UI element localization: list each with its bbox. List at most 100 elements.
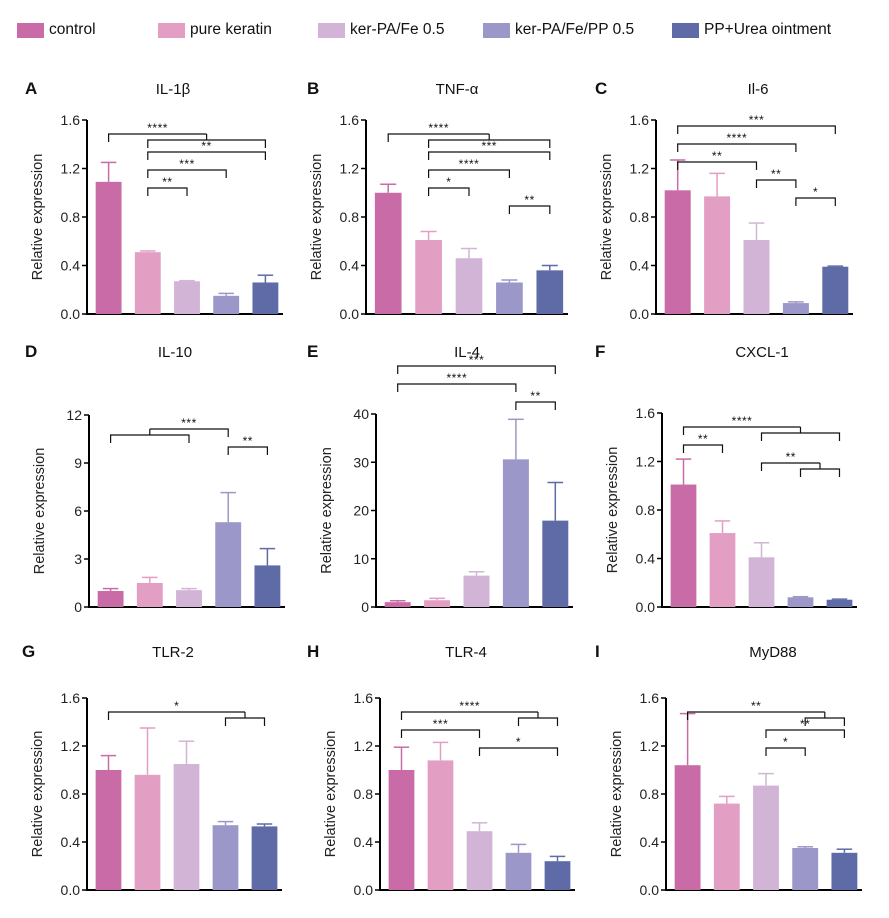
significance-label: *** (433, 717, 449, 731)
y-tick-label: 6 (74, 503, 82, 519)
y-tick-label: 1.2 (354, 738, 374, 754)
bar-ker-pa-fe-pp-0-5 (792, 848, 819, 890)
y-axis-label: Relative expression (32, 448, 48, 575)
significance-bracket (397, 365, 556, 374)
significance-subbracket (799, 463, 841, 477)
significance-bracket (428, 187, 470, 196)
y-tick-label: 0.8 (630, 209, 650, 225)
panel-g: G TLR-2 Relative expression 0.0 0.4 0.8 1.2 1.6… (22, 642, 282, 898)
significance-label: ** (201, 139, 211, 153)
significance-label: ** (771, 167, 781, 181)
bar-control (95, 181, 122, 314)
significance-subbracket (147, 134, 266, 148)
significance-bracket (515, 401, 556, 410)
legend-label: ker-PA/Fe/PP 0.5 (515, 21, 635, 38)
panel-h: H TLR-4 Relative expression 0.0 0.4 0.8 1.2 1.6… (307, 642, 575, 898)
legend-swatch (17, 22, 44, 38)
significance-bracket (108, 133, 207, 142)
significance-bracket (147, 187, 188, 196)
y-tick-label: 1.2 (61, 161, 81, 177)
significance-bracket (765, 729, 845, 738)
y-tick-label: 1.6 (61, 112, 81, 128)
significance-bracket (677, 143, 797, 152)
legend-label: control (49, 21, 96, 38)
significance-label: * (446, 175, 451, 189)
legend-swatch (672, 22, 699, 38)
bar-pure-keratin (427, 760, 454, 890)
y-tick-label: 0.8 (340, 209, 360, 225)
bar-control (374, 192, 402, 314)
bar-pp-urea-ointment (252, 282, 279, 314)
significance-subbracket (224, 712, 266, 726)
bar-ker-pa-fe-0-5 (466, 831, 493, 890)
y-axis-label: Relative expression (309, 154, 325, 281)
y-tick-label: 0.4 (640, 834, 660, 850)
panel-label: I (595, 642, 600, 661)
significance-label: ** (800, 717, 810, 731)
y-tick-label: 3 (74, 551, 82, 567)
bar-pp-urea-ointment (544, 861, 571, 890)
significance-subbracket (517, 712, 559, 726)
significance-label: ** (712, 149, 722, 163)
bar-control (670, 484, 697, 607)
bar-ker-pa-fe-0-5 (173, 764, 200, 890)
y-tick-label: 0.4 (354, 834, 374, 850)
y-tick-label: 0.0 (354, 882, 374, 898)
bar-pure-keratin (709, 533, 736, 607)
bar-pp-urea-ointment (831, 852, 858, 890)
significance-subbracket (110, 429, 190, 443)
y-axis-label: Relative expression (30, 154, 46, 281)
bar-pure-keratin (713, 803, 740, 890)
y-tick-label: 1.6 (340, 112, 360, 128)
panel-a: A IL-1β Relative expression 0.0 0.4 0.8 1.2 1.6… (25, 79, 283, 322)
y-tick-label: 0.8 (61, 786, 81, 802)
panel-title: TLR-2 (152, 644, 194, 661)
legend-label: pure keratin (190, 21, 272, 38)
y-axis-label: Relative expression (605, 447, 621, 574)
bar-ker-pa-fe-0-5 (743, 240, 770, 314)
bar-ker-pa-fe-pp-0-5 (213, 295, 240, 314)
legend-label: ker-PA/Fe 0.5 (350, 21, 445, 38)
bar-control (97, 591, 124, 607)
y-tick-label: 0.0 (61, 306, 81, 322)
y-tick-label: 0.4 (61, 258, 81, 274)
legend-item-control: control (17, 21, 96, 39)
legend-item-ker-pa-fe: ker-PA/Fe 0.5 (318, 21, 444, 39)
y-tick-label: 9 (74, 455, 82, 471)
y-tick-label: 1.2 (630, 161, 650, 177)
panel-title: IL-10 (158, 344, 192, 361)
significance-label: * (516, 735, 521, 749)
bar-ker-pa-fe-0-5 (748, 557, 775, 607)
bar-ker-pa-fe-pp-0-5 (782, 303, 809, 314)
significance-bracket (147, 169, 227, 178)
bar-pure-keratin (424, 600, 451, 607)
significance-bracket (149, 428, 229, 437)
significance-label: ** (524, 193, 534, 207)
panel-label: F (595, 342, 605, 361)
bar-ker-pa-fe-0-5 (176, 590, 202, 607)
bar-pp-urea-ointment (251, 826, 278, 890)
bar-control (388, 770, 415, 890)
y-tick-label: 0.4 (61, 834, 81, 850)
significance-label: **** (459, 157, 480, 171)
y-axis-label: Relative expression (599, 154, 615, 281)
bar-control (674, 765, 701, 890)
significance-bracket (765, 747, 806, 756)
significance-bracket (755, 179, 797, 188)
significance-bracket (400, 729, 481, 738)
significance-label: **** (147, 121, 168, 135)
significance-bracket (400, 711, 538, 720)
panel-b: B TNF-α Relative expression 0.0 0.4 0.8 1.2 1.6… (307, 79, 568, 322)
y-tick-label: 1.6 (61, 690, 81, 706)
significance-label: * (813, 185, 818, 199)
panel-title: MyD88 (749, 644, 797, 661)
significance-subbracket (428, 134, 551, 148)
legend-swatch (158, 22, 185, 38)
panel-label: C (595, 79, 607, 98)
significance-bracket (687, 711, 825, 720)
panel-label: B (307, 79, 319, 98)
y-tick-label: 0 (74, 599, 82, 615)
bar-pure-keratin (704, 196, 731, 314)
